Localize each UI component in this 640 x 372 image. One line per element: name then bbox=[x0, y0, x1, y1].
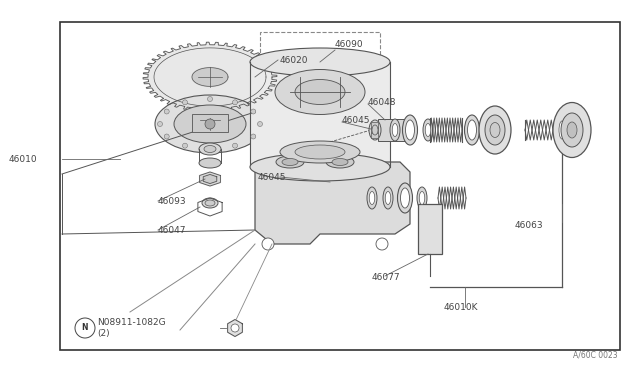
Circle shape bbox=[251, 109, 256, 114]
Circle shape bbox=[262, 238, 274, 250]
Text: N08911-1082G
(2): N08911-1082G (2) bbox=[97, 318, 166, 338]
Circle shape bbox=[232, 143, 237, 148]
Ellipse shape bbox=[392, 124, 397, 137]
Bar bbox=[378, 119, 406, 141]
Text: 46090: 46090 bbox=[335, 39, 364, 48]
Ellipse shape bbox=[559, 121, 565, 139]
Ellipse shape bbox=[369, 120, 381, 140]
Text: 46045: 46045 bbox=[342, 115, 371, 125]
Polygon shape bbox=[143, 42, 277, 112]
Ellipse shape bbox=[280, 141, 360, 163]
Bar bbox=[260, 32, 380, 182]
Ellipse shape bbox=[425, 124, 431, 137]
Polygon shape bbox=[192, 68, 228, 86]
Polygon shape bbox=[250, 62, 390, 167]
Circle shape bbox=[376, 238, 388, 250]
Circle shape bbox=[157, 122, 163, 126]
Text: 46063: 46063 bbox=[515, 221, 543, 230]
Text: 46045: 46045 bbox=[258, 173, 287, 182]
Ellipse shape bbox=[250, 153, 390, 181]
Text: 46047: 46047 bbox=[158, 225, 186, 234]
Ellipse shape bbox=[155, 95, 265, 153]
Ellipse shape bbox=[419, 192, 425, 205]
Ellipse shape bbox=[205, 200, 215, 206]
Polygon shape bbox=[228, 320, 243, 337]
Ellipse shape bbox=[326, 156, 354, 168]
Ellipse shape bbox=[295, 80, 345, 105]
Ellipse shape bbox=[556, 115, 568, 145]
Polygon shape bbox=[255, 162, 410, 244]
Ellipse shape bbox=[567, 122, 577, 138]
Ellipse shape bbox=[561, 113, 583, 147]
Ellipse shape bbox=[485, 115, 505, 145]
Ellipse shape bbox=[401, 188, 410, 208]
Ellipse shape bbox=[367, 187, 377, 209]
Ellipse shape bbox=[199, 143, 221, 155]
Circle shape bbox=[182, 100, 188, 105]
Bar bbox=[371, 132, 378, 138]
Ellipse shape bbox=[372, 125, 378, 135]
Ellipse shape bbox=[332, 158, 348, 166]
Text: N: N bbox=[82, 324, 88, 333]
Ellipse shape bbox=[199, 158, 221, 168]
Ellipse shape bbox=[202, 198, 218, 208]
Ellipse shape bbox=[295, 145, 345, 159]
Bar bbox=[371, 127, 378, 133]
Ellipse shape bbox=[369, 192, 375, 205]
Circle shape bbox=[182, 143, 188, 148]
Circle shape bbox=[232, 100, 237, 105]
Polygon shape bbox=[204, 174, 217, 183]
Ellipse shape bbox=[275, 70, 365, 115]
Ellipse shape bbox=[397, 183, 413, 213]
Bar bbox=[418, 204, 442, 254]
Ellipse shape bbox=[250, 48, 390, 76]
Bar bbox=[60, 22, 620, 350]
Ellipse shape bbox=[417, 187, 427, 209]
Polygon shape bbox=[200, 172, 220, 186]
Text: 46010: 46010 bbox=[9, 154, 38, 164]
Ellipse shape bbox=[385, 192, 391, 205]
Text: 46048: 46048 bbox=[368, 97, 397, 106]
Ellipse shape bbox=[406, 120, 415, 140]
Text: A/60C 0023: A/60C 0023 bbox=[573, 351, 618, 360]
Ellipse shape bbox=[390, 119, 400, 141]
Ellipse shape bbox=[423, 119, 433, 141]
Ellipse shape bbox=[465, 115, 479, 145]
Circle shape bbox=[257, 122, 262, 126]
Ellipse shape bbox=[174, 105, 246, 143]
Ellipse shape bbox=[282, 158, 298, 166]
Circle shape bbox=[164, 134, 169, 139]
Circle shape bbox=[251, 134, 256, 139]
Bar bbox=[192, 114, 228, 132]
Circle shape bbox=[207, 96, 212, 102]
Ellipse shape bbox=[490, 122, 500, 138]
Ellipse shape bbox=[403, 115, 417, 145]
Text: 46020: 46020 bbox=[280, 55, 308, 64]
Circle shape bbox=[205, 119, 215, 129]
Circle shape bbox=[75, 318, 95, 338]
Ellipse shape bbox=[467, 120, 477, 140]
Text: 46093: 46093 bbox=[158, 196, 187, 205]
Circle shape bbox=[231, 324, 239, 332]
Bar bbox=[371, 122, 378, 128]
Ellipse shape bbox=[383, 187, 393, 209]
Circle shape bbox=[164, 109, 169, 114]
Text: 46010K: 46010K bbox=[444, 302, 479, 311]
Ellipse shape bbox=[276, 156, 304, 168]
Ellipse shape bbox=[479, 106, 511, 154]
Text: 46077: 46077 bbox=[372, 273, 401, 282]
Ellipse shape bbox=[204, 145, 216, 153]
Ellipse shape bbox=[553, 103, 591, 157]
Circle shape bbox=[207, 147, 212, 151]
